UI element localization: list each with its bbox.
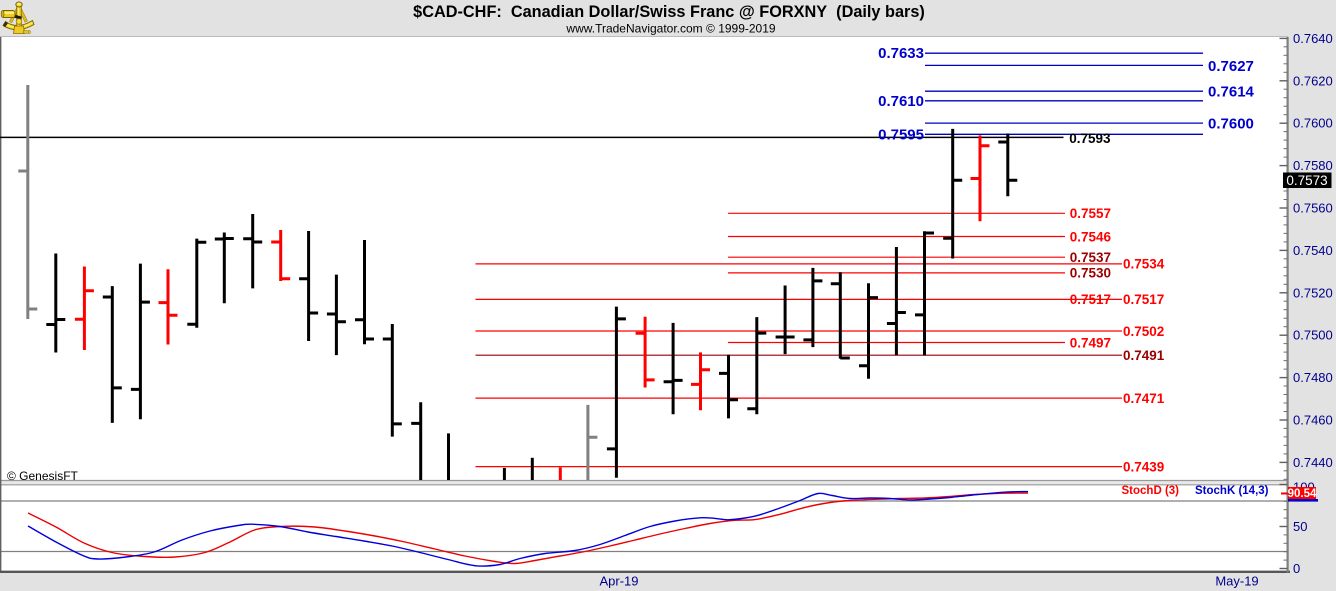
svg-text:0.7491: 0.7491 [1123,348,1165,363]
svg-text:0.7640: 0.7640 [1293,31,1333,46]
svg-text:0.7540: 0.7540 [1293,243,1333,258]
svg-text:0.7633: 0.7633 [878,45,924,62]
svg-text:$CAD-CHF: Canadian Dollar/Swi: $CAD-CHF: Canadian Dollar/Swiss Franc @ … [413,3,925,21]
svg-text:0.7440: 0.7440 [1293,455,1333,470]
svg-text:0: 0 [1293,561,1300,576]
svg-text:0.7517: 0.7517 [1123,292,1164,307]
svg-text:0.7497: 0.7497 [1070,335,1111,350]
svg-text:0.7557: 0.7557 [1070,206,1111,221]
svg-text:www.TradeNavigator.com © 1999-: www.TradeNavigator.com © 1999-2019 [565,22,775,36]
svg-text:0.7600: 0.7600 [1293,116,1333,131]
svg-text:0.7580: 0.7580 [1293,158,1333,173]
svg-text:0.7534: 0.7534 [1123,257,1165,272]
svg-text:0.7595: 0.7595 [878,126,924,143]
svg-text:0.7500: 0.7500 [1293,328,1333,343]
svg-text:0.7520: 0.7520 [1293,285,1333,300]
svg-text:0.7517: 0.7517 [1070,292,1111,307]
svg-text:0.7593: 0.7593 [1069,131,1111,146]
svg-text:0.7480: 0.7480 [1293,370,1333,385]
svg-text:0.7627: 0.7627 [1208,58,1254,75]
svg-text:May-19: May-19 [1215,574,1258,589]
svg-text:StochK (14,3): StochK (14,3) [1195,485,1269,497]
svg-text:0.7460: 0.7460 [1293,413,1333,428]
svg-text:© GenesisFT: © GenesisFT [7,469,79,483]
svg-text:0.7600: 0.7600 [1208,116,1254,133]
svg-text:0.7560: 0.7560 [1293,201,1333,216]
svg-text:0.7546: 0.7546 [1070,229,1112,244]
svg-text:0.7439: 0.7439 [1123,459,1164,474]
svg-text:0.7502: 0.7502 [1123,324,1164,339]
svg-text:0.7573: 0.7573 [1286,173,1327,188]
svg-text:0.7610: 0.7610 [878,93,924,110]
svg-text:50: 50 [1293,519,1307,534]
svg-text:Apr-19: Apr-19 [599,574,638,589]
svg-text:0.7614: 0.7614 [1208,84,1255,101]
svg-text:0.7537: 0.7537 [1070,250,1111,265]
svg-text:0.7620: 0.7620 [1293,73,1333,88]
svg-text:90.54: 90.54 [1288,488,1317,500]
svg-text:0.7471: 0.7471 [1123,391,1165,406]
svg-text:0.7530: 0.7530 [1070,266,1111,281]
svg-text:StochD (3): StochD (3) [1122,485,1180,497]
